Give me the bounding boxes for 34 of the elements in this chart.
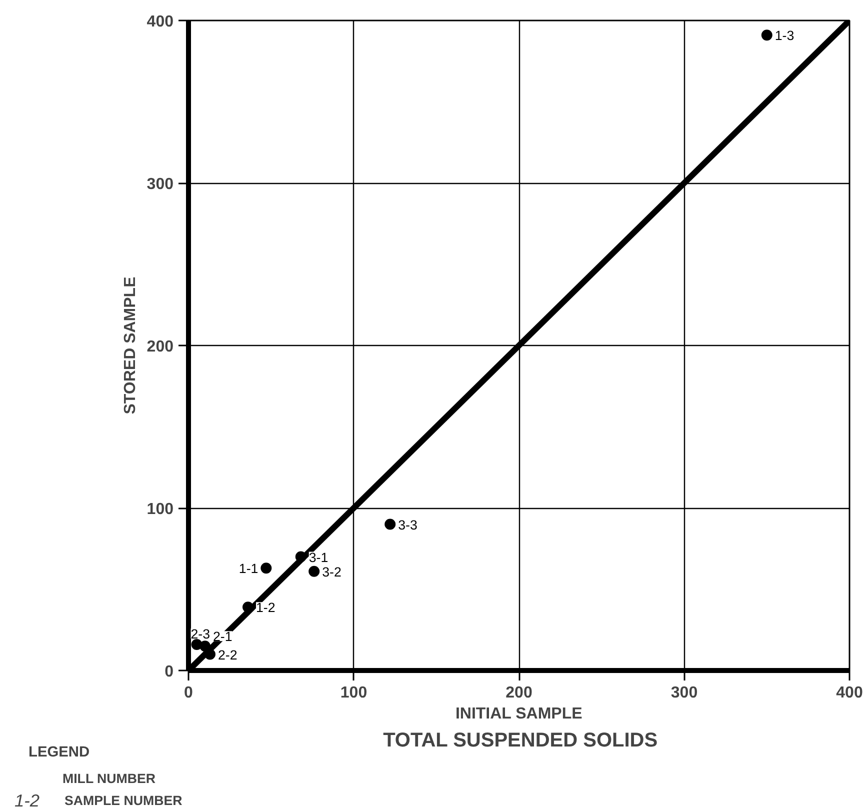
annotation: 2-2 [218,647,238,662]
y-tick-label: 100 [146,501,174,518]
x-axis-title: INITIAL SAMPLE [455,706,583,722]
annotation: 2-1 [213,629,232,644]
point [191,639,202,650]
text: TOTAL SUSPENDED SOLIDS [383,730,658,752]
y-tick-label: 200 [146,338,174,356]
point [295,551,306,562]
x-tick-label: 0 [184,684,194,702]
point [204,648,216,660]
point [308,566,320,577]
x-tick-label: 300 [670,684,698,702]
annotation: 1-3 [774,28,794,44]
text: SAMPLE NUMBER [64,793,183,808]
x-tick-label: 100 [340,684,368,702]
point [260,562,272,574]
y-tick-label: 0 [164,664,174,680]
y-tick-label: 400 [146,14,174,30]
point [761,30,772,41]
annotation: 3-3 [398,517,418,532]
annotation: 1-1 [238,561,258,576]
point [242,602,254,613]
text: MILL NUMBER [62,771,156,786]
y-axis-title: STORED SAMPLE [122,276,139,414]
text: 1-2 [14,790,40,810]
x-tick-label: 400 [836,684,863,702]
text: LEGEND [28,744,90,760]
annotation: 1-2 [256,600,276,616]
annotation: 2-3 [190,626,210,642]
x-tick-label: 200 [506,684,532,702]
y-tick-label: 300 [146,176,174,193]
point [384,518,396,530]
annotation: 3-2 [322,564,342,580]
annotation: 3-1 [308,550,328,565]
